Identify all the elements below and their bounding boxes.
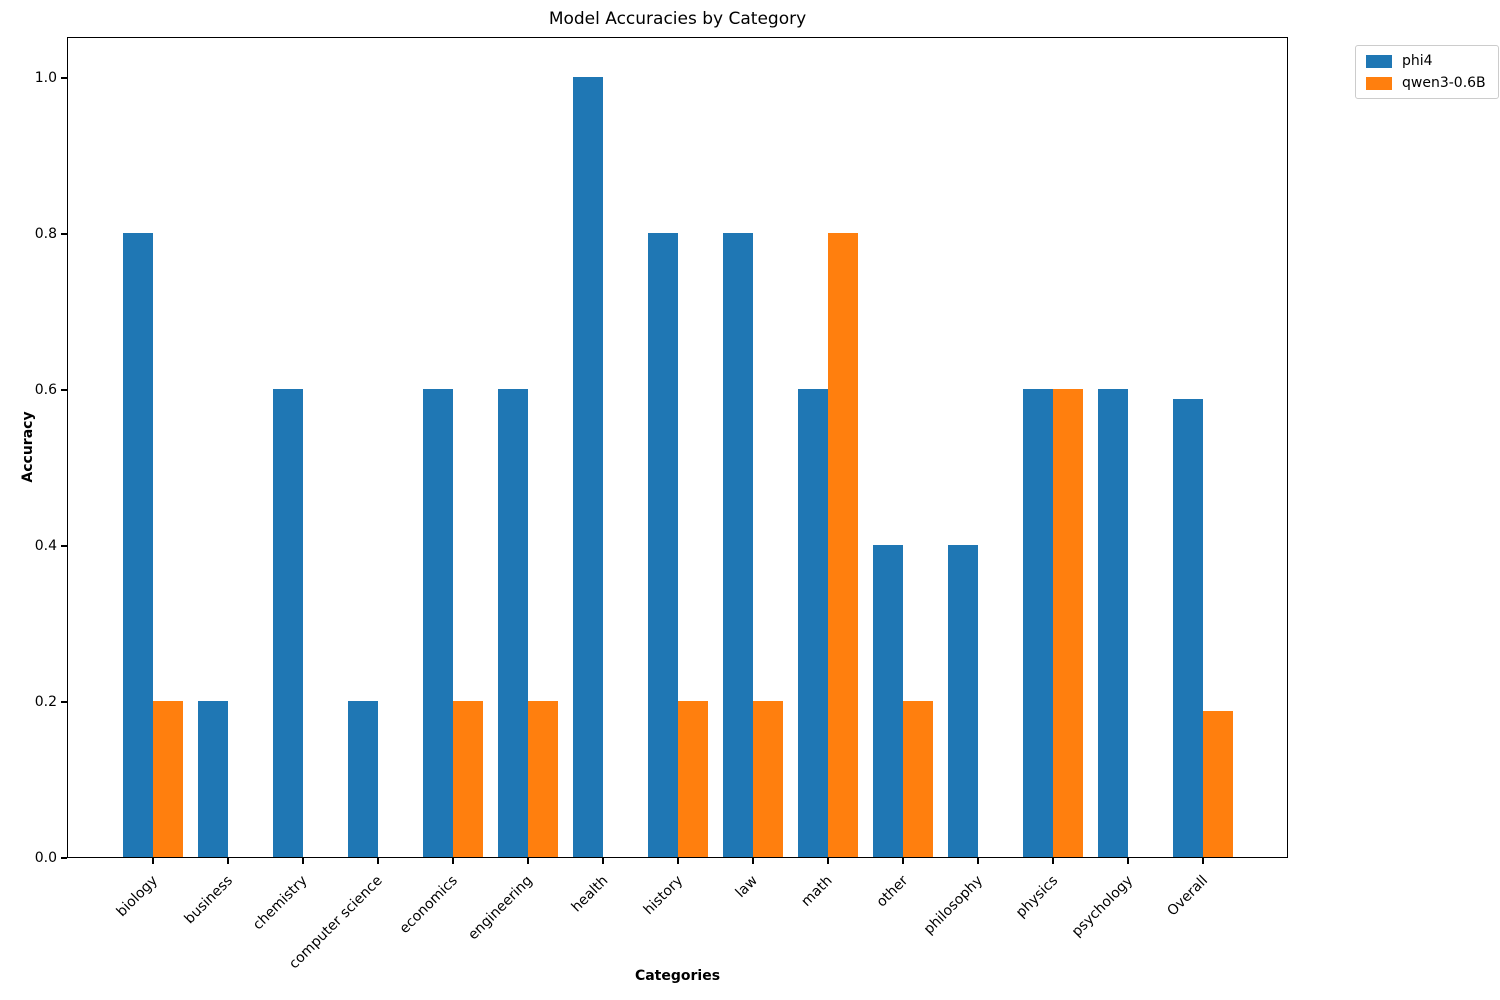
bar-phi4-chemistry	[273, 389, 303, 857]
y-tick-label-0.2: 0.2	[34, 694, 57, 710]
x-tick-psychology	[1127, 858, 1129, 864]
bar-qwen3-0-6b-engineering	[528, 701, 558, 857]
x-tick-label-biology: biology	[113, 872, 161, 921]
bar-phi4-biology	[123, 233, 153, 857]
x-tick-biology	[152, 858, 154, 864]
bar-qwen3-0-6b-history	[678, 701, 708, 857]
x-axis-label: Categories	[634, 968, 721, 984]
y-tick-0.2	[61, 701, 67, 703]
bar-phi4-overall	[1173, 399, 1203, 857]
y-axis-label: Accuracy	[20, 411, 36, 483]
y-tick-0.0	[61, 857, 67, 859]
legend-label-qwen3-0-6b: qwen3-0.6B	[1402, 75, 1486, 91]
y-tick-label-0.4: 0.4	[34, 538, 57, 554]
bar-phi4-physics	[1023, 389, 1053, 857]
x-tick-computer-science	[377, 858, 379, 864]
x-tick-economics	[452, 858, 454, 864]
x-tick-engineering	[527, 858, 529, 864]
legend-label-phi4: phi4	[1402, 53, 1433, 69]
y-tick-label-1.0: 1.0	[34, 70, 57, 86]
chart-title: Model Accuracies by Category	[548, 9, 807, 29]
x-tick-label-chemistry: chemistry	[250, 872, 311, 934]
x-tick-label-math: math	[798, 872, 836, 910]
bar-phi4-economics	[423, 389, 453, 857]
bar-phi4-health	[573, 77, 603, 857]
bar-phi4-business	[198, 701, 228, 857]
y-tick-0.6	[61, 389, 67, 391]
bar-qwen3-0-6b-math	[828, 233, 858, 857]
bar-qwen3-0-6b-economics	[453, 701, 483, 857]
x-tick-label-economics: economics	[396, 872, 461, 937]
x-tick-business	[227, 858, 229, 864]
x-tick-math	[827, 858, 829, 864]
x-tick-label-engineering: engineering	[465, 872, 536, 944]
bar-qwen3-0-6b-biology	[153, 701, 183, 857]
bar-phi4-history	[648, 233, 678, 857]
x-tick-other	[902, 858, 904, 864]
legend-swatch-qwen3-0-6b	[1366, 76, 1392, 90]
bar-qwen3-0-6b-other	[903, 701, 933, 857]
x-tick-chemistry	[302, 858, 304, 864]
x-tick-label-overall: Overall	[1164, 872, 1211, 920]
y-tick-label-0.6: 0.6	[34, 382, 57, 398]
bar-qwen3-0-6b-law	[753, 701, 783, 857]
y-tick-0.8	[61, 233, 67, 235]
x-tick-label-physics: physics	[1012, 872, 1061, 921]
legend-item-phi4: phi4	[1366, 53, 1486, 69]
bar-phi4-engineering	[498, 389, 528, 857]
x-tick-label-other: other	[873, 872, 911, 911]
x-tick-label-health: health	[568, 872, 611, 916]
x-tick-label-law: law	[732, 872, 761, 901]
bar-qwen3-0-6b-overall	[1203, 711, 1233, 857]
plot-area	[67, 37, 1288, 858]
y-tick-1.0	[61, 77, 67, 79]
bar-qwen3-0-6b-physics	[1053, 389, 1083, 857]
bar-phi4-other	[873, 545, 903, 857]
y-tick-0.4	[61, 545, 67, 547]
bar-phi4-philosophy	[948, 545, 978, 857]
x-tick-label-psychology: psychology	[1068, 872, 1136, 941]
x-tick-label-philosophy: philosophy	[920, 872, 986, 938]
x-tick-history	[677, 858, 679, 864]
legend-swatch-phi4	[1366, 54, 1392, 68]
bar-phi4-psychology	[1098, 389, 1128, 857]
x-tick-overall	[1202, 858, 1204, 864]
bar-phi4-computer-science	[348, 701, 378, 857]
x-tick-law	[752, 858, 754, 864]
bar-phi4-law	[723, 233, 753, 857]
bar-phi4-math	[798, 389, 828, 857]
x-tick-label-history: history	[640, 872, 686, 919]
x-tick-health	[602, 858, 604, 864]
y-tick-label-0.8: 0.8	[34, 226, 57, 242]
legend: phi4 qwen3-0.6B	[1355, 45, 1499, 99]
x-tick-philosophy	[977, 858, 979, 864]
x-tick-label-business: business	[181, 872, 236, 928]
x-tick-physics	[1052, 858, 1054, 864]
y-tick-label-0.0: 0.0	[34, 850, 57, 866]
legend-item-qwen3-0-6b: qwen3-0.6B	[1366, 75, 1486, 91]
